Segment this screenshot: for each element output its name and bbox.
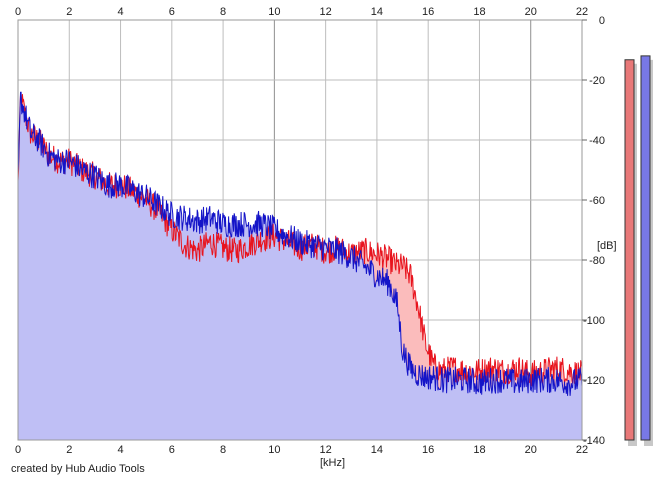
x-tick-label-top: 22 (576, 6, 588, 18)
series-area-blue (18, 92, 582, 441)
y-tick-label: 0 (599, 15, 605, 27)
x-tick-label-top: 4 (117, 6, 123, 18)
x-tick-label-bottom: 12 (320, 444, 332, 456)
level-meter-red (624, 59, 635, 441)
y-axis-label: [dB] (597, 240, 617, 252)
series-line-blue (17, 91, 583, 396)
x-tick-label-bottom: 14 (371, 444, 383, 456)
level-meters (624, 55, 653, 446)
x-tick-label-top: 14 (371, 6, 383, 18)
x-tick-label-bottom: 22 (576, 444, 588, 456)
y-axis-ticks: 0 -20 -40 -60 -80 -100 -120 -140 (582, 15, 605, 447)
x-tick-label-top: 18 (473, 6, 485, 18)
y-tick-label: -80 (589, 255, 605, 267)
x-tick-label-bottom: 20 (525, 444, 537, 456)
series-line-red (17, 94, 583, 388)
spectrum-lines (17, 91, 583, 396)
x-tick-label-top: 10 (268, 6, 280, 18)
y-tick-label: -40 (589, 135, 605, 147)
spectrum-areas (18, 92, 582, 441)
plot-frame (17, 19, 583, 441)
x-tick-label-top: 8 (220, 6, 226, 18)
x-tick-label-bottom: 18 (473, 444, 485, 456)
x-tick-label-top: 12 (320, 6, 332, 18)
y-tick-label: -20 (589, 75, 605, 87)
x-tick-label-bottom: 4 (117, 444, 123, 456)
x-tick-label-bottom: 6 (169, 444, 175, 456)
x-tick-label-bottom: 16 (422, 444, 434, 456)
x-tick-label-bottom: 10 (268, 444, 280, 456)
y-tick-label: -100 (583, 315, 605, 327)
x-tick-label-top: 2 (66, 6, 72, 18)
y-tick-label: -140 (583, 435, 605, 447)
x-tick-label-top: 20 (525, 6, 537, 18)
x-tick-label-top: 16 (422, 6, 434, 18)
y-tick-label: -120 (583, 375, 605, 387)
credit-text: created by Hub Audio Tools (11, 463, 145, 475)
x-tick-label-bottom: 2 (66, 444, 72, 456)
x-tick-label-bottom: 0 (15, 444, 21, 456)
x-tick-label-top: 6 (169, 6, 175, 18)
x-axis-label: [kHz] (320, 457, 346, 469)
level-meter-blue (640, 55, 651, 441)
x-tick-label-top: 0 (15, 6, 21, 18)
x-tick-label-bottom: 8 (220, 444, 226, 456)
y-tick-label: -60 (589, 195, 605, 207)
